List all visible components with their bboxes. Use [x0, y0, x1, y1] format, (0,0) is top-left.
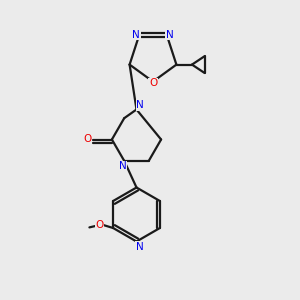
Text: N: N	[119, 161, 127, 171]
Text: O: O	[95, 220, 104, 230]
Text: N: N	[136, 242, 143, 252]
Text: N: N	[132, 30, 140, 40]
Text: N: N	[166, 30, 174, 40]
Text: O: O	[83, 134, 92, 145]
Text: O: O	[149, 78, 157, 88]
Text: N: N	[136, 100, 144, 110]
